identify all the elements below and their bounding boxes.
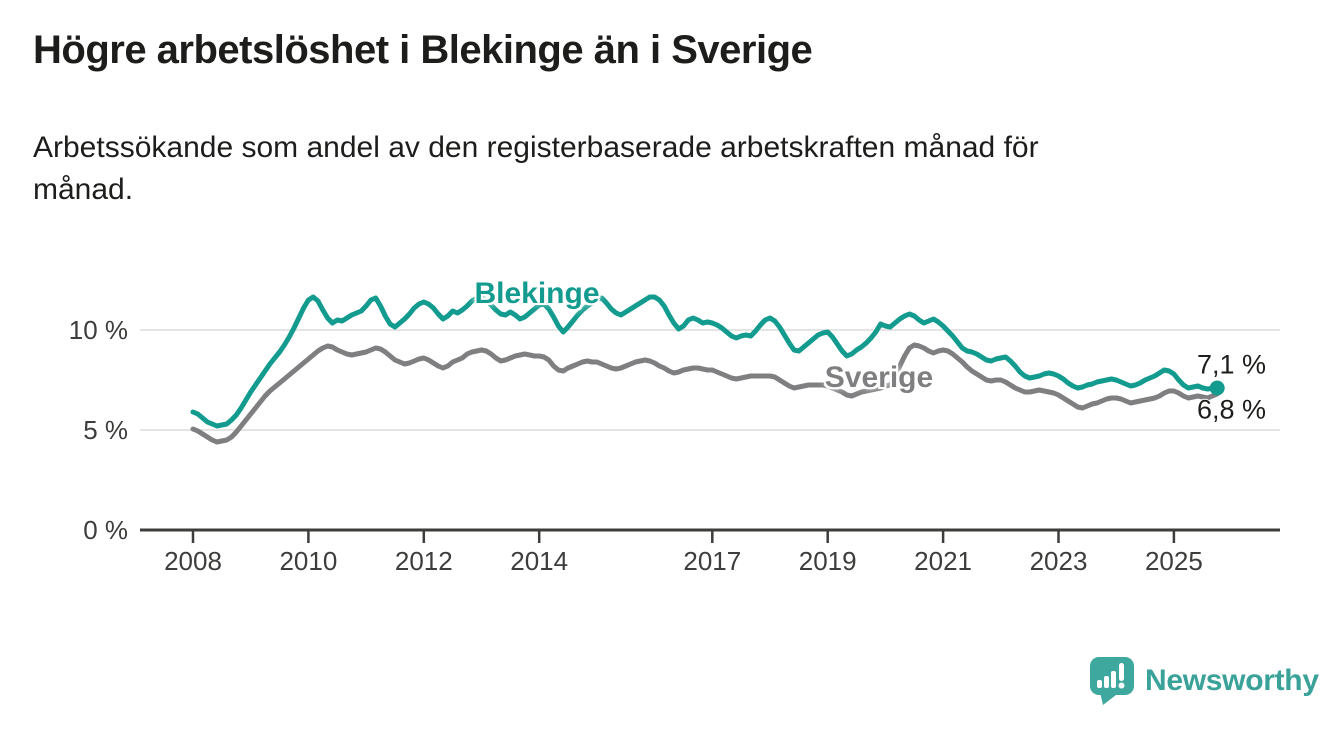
newsworthy-bubble-chart-icon	[1090, 657, 1134, 705]
y-axis-label-5: 5 %	[83, 415, 128, 445]
y-axis-label-10: 10 %	[69, 315, 128, 345]
end-dot-blekinge	[1209, 380, 1225, 396]
x-axis-label-2023: 2023	[1030, 546, 1088, 576]
x-axis-label-2010: 2010	[279, 546, 337, 576]
line-blekinge	[190, 294, 1220, 429]
x-axis-label-2017: 2017	[683, 546, 741, 576]
chart-subtitle: Arbetssökande som andel av den registerb…	[33, 127, 1039, 211]
x-axis-label-2014: 2014	[510, 546, 568, 576]
end-value-blekinge: 7,1 %	[1197, 349, 1267, 380]
newsworthy-logo: Newsworthy	[1088, 654, 1319, 708]
x-axis-label-2021: 2021	[914, 546, 972, 576]
end-value-sverige: 6,8 %	[1197, 394, 1267, 425]
x-axis-label-2019: 2019	[799, 546, 857, 576]
subtitle-line-2: månad.	[33, 173, 134, 206]
x-axis-label-2025: 2025	[1145, 546, 1203, 576]
subtitle-line-1: Arbetssökande som andel av den registerb…	[33, 131, 1039, 164]
series-label-blekinge: Blekinge	[474, 277, 600, 310]
x-axis-label-2008: 2008	[164, 546, 222, 576]
series-label-sverige: Sverige	[824, 361, 934, 394]
newsworthy-wordmark: Newsworthy	[1145, 664, 1319, 697]
y-axis-label-0: 0 %	[83, 515, 128, 545]
x-axis-label-2012: 2012	[395, 546, 453, 576]
page-title: Högre arbetslöshet i Blekinge än i Sveri…	[33, 28, 813, 72]
line-sverige	[190, 342, 1220, 445]
